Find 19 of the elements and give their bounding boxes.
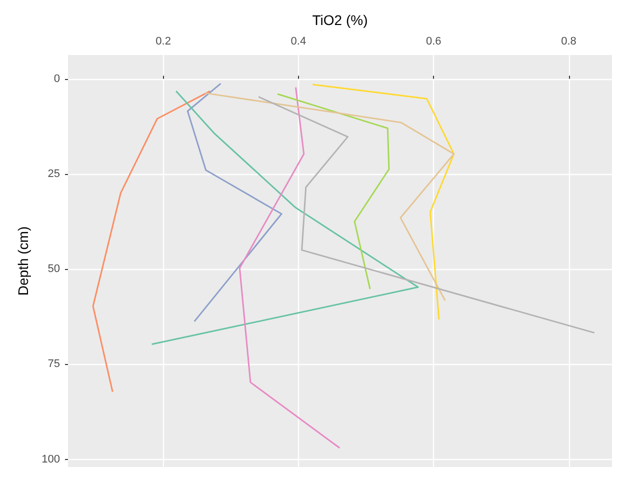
line-series <box>312 84 455 320</box>
x-tick-label: 0.4 <box>290 36 306 48</box>
y-tick-label: 75 <box>48 358 60 370</box>
x-axis-title: TiO2 (%) <box>312 12 368 28</box>
line-series <box>238 86 340 449</box>
x-tick-label: 0.8 <box>561 36 576 48</box>
line-series <box>151 90 419 346</box>
line-series <box>186 82 282 322</box>
line-series <box>204 92 455 302</box>
y-tick-label: 0 <box>54 72 60 85</box>
x-tick-label: 0.6 <box>426 36 442 48</box>
y-tick-label: 50 <box>48 263 60 276</box>
y-tick-label: 100 <box>42 453 60 466</box>
x-tick-label: 0.2 <box>156 36 171 48</box>
line-series <box>276 93 390 290</box>
line-series <box>258 96 596 334</box>
line-series <box>92 90 211 393</box>
y-tick-label: 25 <box>48 168 60 180</box>
y-axis-title: Depth (cm) <box>15 226 31 296</box>
